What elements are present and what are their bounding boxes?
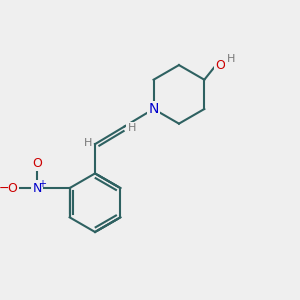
Text: N: N [33,182,42,195]
Text: N: N [148,102,159,116]
Text: H: H [226,54,235,64]
Text: O: O [8,182,17,195]
Text: +: + [38,179,46,189]
Text: H: H [83,138,92,148]
Text: O: O [32,157,42,170]
Text: O: O [215,58,225,72]
Text: −: − [0,182,9,195]
Text: H: H [128,123,136,133]
